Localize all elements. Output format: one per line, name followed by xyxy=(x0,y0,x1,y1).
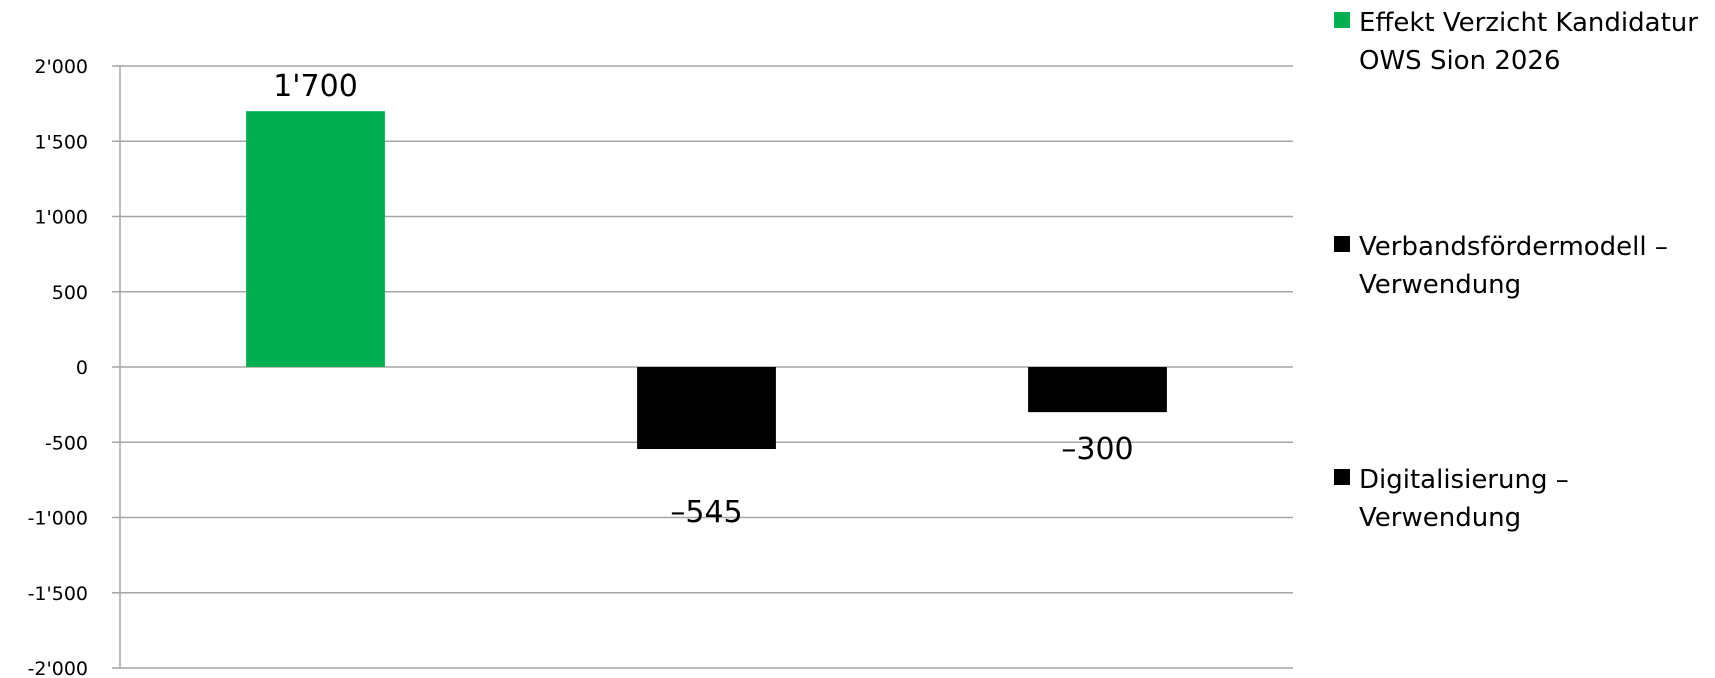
data-label: –300 xyxy=(1061,432,1133,467)
legend-label-verbandsfoerdermodell: Verbandsfördermodell – Verwendung xyxy=(1359,232,1668,300)
bar xyxy=(637,367,776,450)
y-tick-label: -1'000 xyxy=(28,508,88,530)
legend-swatch-effekt xyxy=(1334,12,1350,28)
bar xyxy=(1028,367,1167,413)
legend-swatch-digitalisierung xyxy=(1334,469,1350,485)
data-label: 1'700 xyxy=(273,69,358,104)
y-tick-label: 1'500 xyxy=(34,131,88,153)
legend-label-digitalisierung: Digitalisierung – Verwendung xyxy=(1359,465,1569,533)
y-tick-label: -1'500 xyxy=(28,583,88,605)
bar xyxy=(246,111,385,368)
legend-item-verbandsfoerdermodell: Verbandsfördermodell – Verwendung xyxy=(1334,228,1699,304)
bar-chart: 2'000 1'500 1'000 500 0 -500 -1'000 -1'500 -2'00… xyxy=(28,56,1293,678)
legend-swatch-verbandsfoerdermodell xyxy=(1334,236,1350,252)
y-tick-label: -500 xyxy=(45,432,88,454)
y-tick-label: 500 xyxy=(52,282,88,304)
legend-item-effekt: Effekt Verzicht Kandidatur OWS Sion 2026 xyxy=(1334,4,1699,80)
y-tick-label: 0 xyxy=(76,357,88,379)
y-tick-label: 1'000 xyxy=(34,207,88,229)
y-tick-label: 2'000 xyxy=(34,56,88,78)
legend-item-digitalisierung: Digitalisierung – Verwendung xyxy=(1334,461,1699,537)
legend-label-effekt: Effekt Verzicht Kandidatur OWS Sion 2026 xyxy=(1359,8,1698,76)
y-tick-label: -2'000 xyxy=(28,658,88,678)
data-label: –545 xyxy=(670,495,742,530)
